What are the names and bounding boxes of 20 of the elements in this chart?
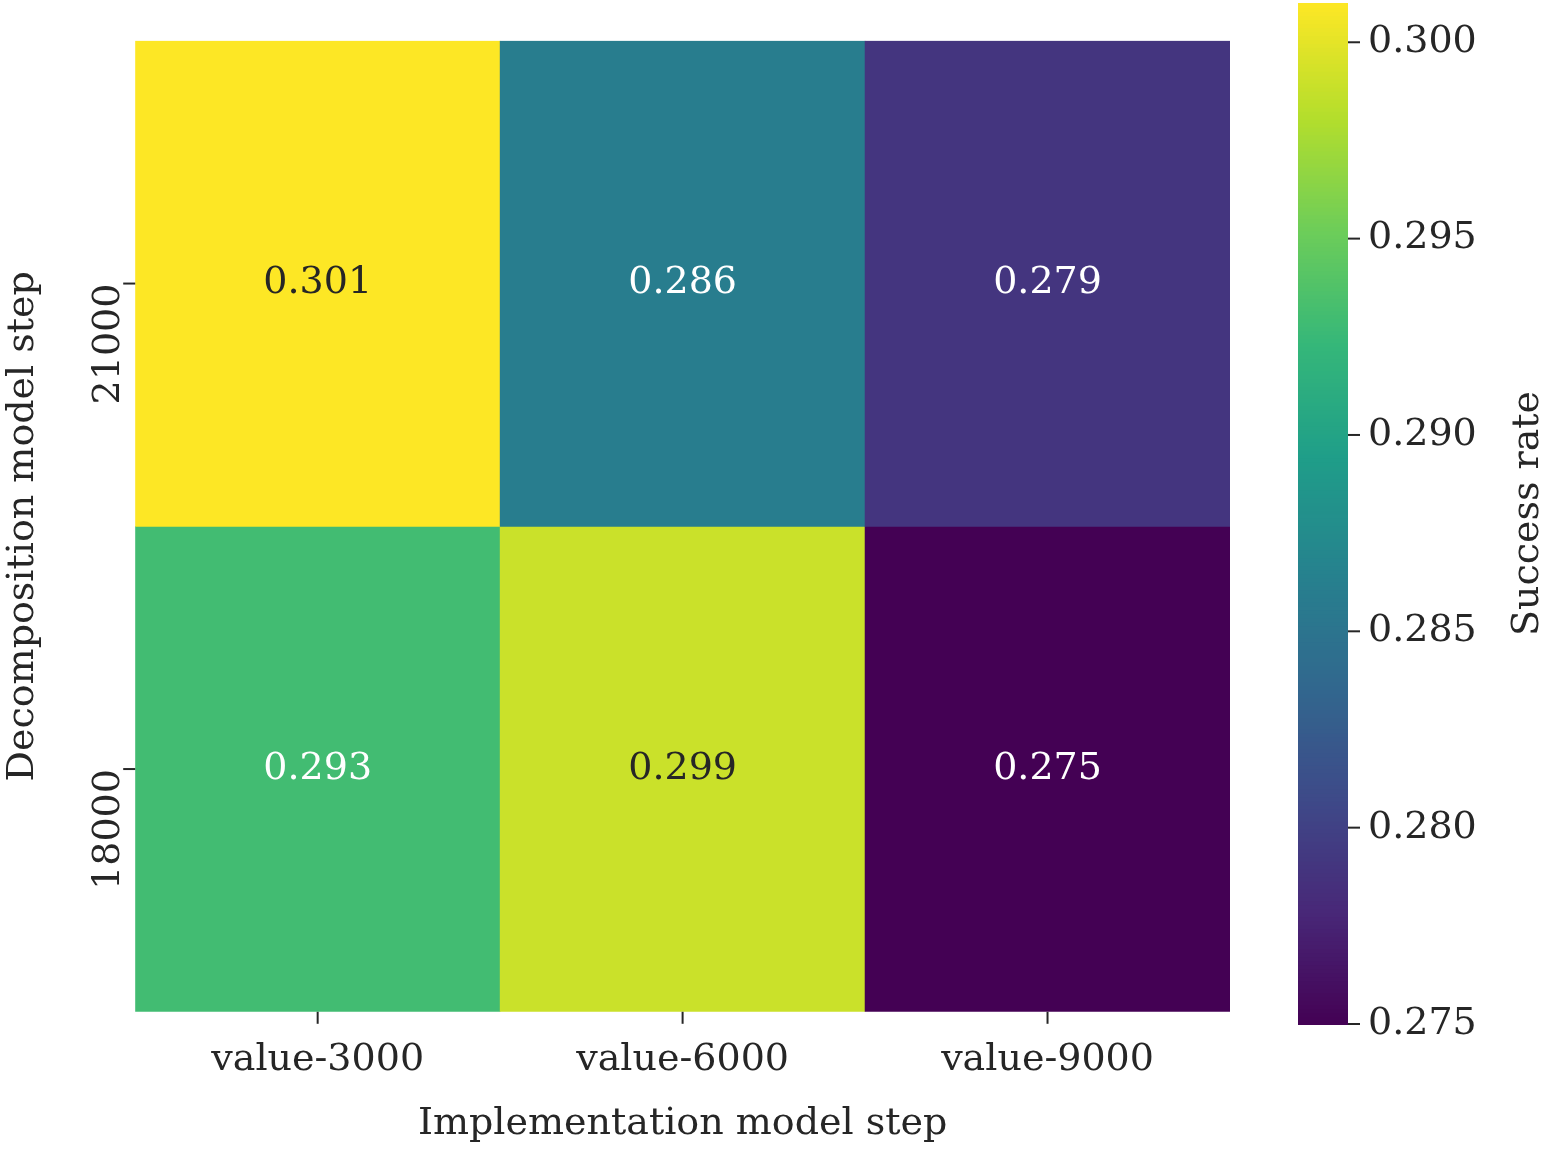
y-tick-label: 18000 [84, 769, 129, 890]
data-label: 0.286 [628, 258, 737, 303]
color-bar-label: 0.285 [1368, 606, 1477, 651]
data-label: 0.301 [263, 258, 373, 303]
y-axis-title: Decomposition model step [0, 271, 42, 782]
y-tick-label: 21000 [84, 283, 129, 405]
color-bar-label: 0.300 [1368, 17, 1477, 62]
data-label: 0.293 [263, 743, 373, 788]
color-bar-label: 0.290 [1368, 409, 1477, 454]
color-bar-label: 0.275 [1368, 998, 1477, 1043]
data-label: 0.299 [628, 743, 737, 788]
color-bar-title: Success rate [1502, 390, 1547, 637]
data-label: 0.279 [993, 258, 1102, 303]
color-bar-label: 0.280 [1368, 802, 1477, 847]
color-bar-label: 0.295 [1368, 213, 1477, 258]
data-label: 0.275 [993, 743, 1102, 788]
x-tick-label: value-3000 [210, 1035, 425, 1080]
x-axis-title: Implementation model step [417, 1099, 948, 1144]
x-tick-label: value-9000 [940, 1035, 1154, 1080]
x-tick-label: value-6000 [575, 1035, 789, 1080]
